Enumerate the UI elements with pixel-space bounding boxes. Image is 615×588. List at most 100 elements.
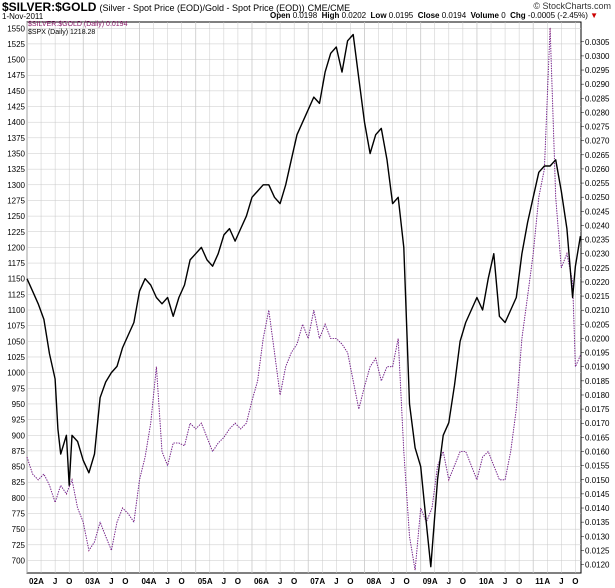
left-tick-label: 1475 [7, 71, 25, 80]
left-tick-label: 975 [12, 384, 26, 393]
right-tick-label: 0.0120 [585, 561, 610, 570]
left-tick-label: 750 [12, 525, 26, 534]
low-value: 0.0195 [388, 11, 414, 20]
x-tick-label: A [94, 577, 100, 586]
legend-ratio: $SILVER:$GOLD (Daily) 0.0194 [28, 21, 128, 28]
x-tick-label: J [503, 577, 507, 586]
exchange-label: CME/CME [307, 3, 351, 13]
right-tick-label: 0.0170 [585, 419, 610, 428]
series-lines [26, 27, 582, 571]
left-tick-label: 1050 [7, 337, 25, 346]
x-tick-label: J [447, 577, 451, 586]
right-tick-label: 0.0275 [585, 123, 610, 132]
left-tick-label: 800 [12, 494, 26, 503]
left-tick-label: 1125 [8, 290, 26, 299]
left-tick-label: 950 [12, 400, 26, 409]
symbol-label: $SILVER:$GOLD [2, 0, 97, 14]
left-tick-label: 1150 [8, 275, 26, 284]
right-tick-label: 0.0180 [585, 391, 610, 400]
x-tick-label: A [319, 577, 325, 586]
x-tick-label: J [109, 577, 113, 586]
x-tick-label: O [347, 577, 353, 586]
symbol-description: (Silver - Spot Price (EOD)/Gold - Spot P… [99, 3, 305, 13]
left-tick-label: 1550 [7, 24, 25, 33]
x-tick-label: A [38, 577, 44, 586]
left-tick-label: 1075 [7, 322, 25, 331]
left-tick-label: 1325 [7, 165, 25, 174]
down-arrow-icon: ▼ [590, 11, 599, 20]
x-axis-ticks: 02 A J O 03 A J O 04 A J O 05 A J O 06 A J O 07 A J O 08 A J O 09 A J O… [29, 577, 578, 586]
x-tick-label: J [278, 577, 282, 586]
x-tick-label: A [263, 577, 269, 586]
x-tick-label: O [572, 577, 578, 586]
right-tick-label: 0.0215 [585, 292, 610, 301]
left-tick-label: 1500 [7, 56, 25, 65]
right-tick-label: 0.0285 [585, 94, 610, 103]
left-tick-label: 1450 [7, 87, 25, 96]
right-tick-label: 0.0210 [585, 306, 610, 315]
left-tick-label: 1300 [7, 181, 25, 190]
right-tick-label: 0.0195 [585, 349, 610, 358]
x-tick-label: A [151, 577, 157, 586]
grid-lines [26, 22, 581, 573]
x-tick-label: 08 [366, 577, 375, 586]
close-value: 0.0194 [441, 11, 467, 20]
right-tick-label: 0.0260 [585, 165, 610, 174]
right-tick-label: 0.0300 [585, 52, 610, 61]
right-tick-label: 0.0245 [585, 207, 610, 216]
left-tick-label: 1375 [7, 134, 25, 143]
left-tick-label: 875 [12, 447, 26, 456]
right-tick-label: 0.0205 [585, 320, 610, 329]
left-tick-label: 1350 [7, 149, 25, 158]
left-tick-label: 1250 [7, 212, 25, 221]
left-tick-label: 1525 [7, 40, 25, 49]
right-tick-label: 0.0165 [585, 433, 610, 442]
right-tick-label: 0.0250 [585, 193, 610, 202]
right-tick-label: 0.0230 [585, 250, 610, 259]
right-tick-label: 0.0175 [585, 405, 610, 414]
legend-spx: $SPX (Daily) 1218.28 [28, 29, 96, 36]
ratio-series-dots [26, 27, 581, 571]
ohlc-readout: Open 0.0198 High 0.0202 Low 0.0195 Close… [270, 11, 598, 20]
low-label: Low [370, 11, 387, 20]
x-tick-label: O [179, 577, 185, 586]
x-tick-label: O [66, 577, 72, 586]
left-tick-label: 775 [12, 510, 26, 519]
left-tick-label: 1275 [7, 196, 25, 205]
x-tick-label: J [334, 577, 338, 586]
right-tick-label: 0.0225 [585, 264, 610, 273]
open-value: 0.0198 [292, 11, 318, 20]
right-tick-label: 0.0280 [585, 108, 610, 117]
right-tick-label: 0.0220 [585, 278, 610, 287]
x-tick-label: 03 [85, 577, 94, 586]
right-tick-label: 0.0305 [585, 38, 610, 47]
x-tick-label: A [207, 577, 213, 586]
plot-frame [26, 21, 582, 574]
chart-title: $SILVER:$GOLD (Silver - Spot Price (EOD)… [2, 0, 350, 14]
x-tick-label: 04 [141, 577, 150, 586]
x-tick-label: O [291, 577, 297, 586]
chart-header: $SILVER:$GOLD (Silver - Spot Price (EOD)… [0, 0, 615, 34]
chg-value: -0.0005 (-2.45%) [527, 11, 588, 20]
x-tick-label: A [544, 577, 550, 586]
left-tick-label: 1225 [7, 228, 25, 237]
right-tick-label: 0.0265 [585, 151, 610, 160]
right-tick-label: 0.0240 [585, 221, 610, 230]
x-tick-label: O [460, 577, 466, 586]
left-tick-label: 1200 [7, 243, 25, 252]
right-tick-label: 0.0290 [585, 80, 610, 89]
close-label: Close [417, 11, 440, 20]
brand-watermark: © StockCharts.com [533, 1, 611, 11]
high-label: High [321, 11, 340, 20]
x-tick-label: 06 [254, 577, 263, 586]
x-tick-label: 10 [479, 577, 488, 586]
x-tick-label: 09 [423, 577, 432, 586]
x-tick-label: J [390, 577, 394, 586]
right-tick-label: 0.0255 [585, 179, 610, 188]
x-tick-label: J [165, 577, 169, 586]
x-tick-label: 07 [310, 577, 319, 586]
volume-value: 0 [501, 11, 506, 20]
right-tick-label: 0.0270 [585, 137, 610, 146]
spx-series-line [26, 33, 582, 568]
left-tick-label: 1400 [7, 118, 25, 127]
